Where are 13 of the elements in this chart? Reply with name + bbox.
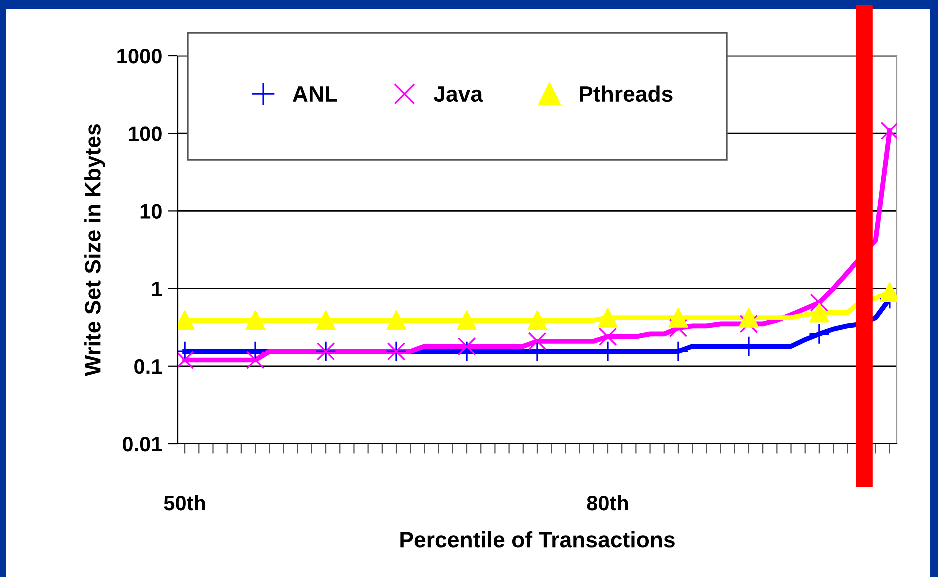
y-tick-label: 0.01 — [123, 437, 162, 452]
y-axis-title: Write Set Size in Kbytes — [84, 124, 106, 376]
x-tick-label: 50th — [164, 495, 206, 511]
y-tick-label: 100 — [129, 126, 162, 142]
x-tick-label: 80th — [587, 495, 628, 511]
y-tick-label: 10 — [140, 204, 162, 219]
legend-label: ANL — [292, 86, 338, 102]
y-tick-label: 1 — [152, 282, 162, 296]
y-tick-label: 0.1 — [134, 359, 162, 374]
x-axis-title: Percentile of Transactions — [400, 531, 675, 548]
legend-label: Pthreads — [580, 86, 673, 102]
legend-label: Java — [434, 86, 484, 102]
y-tick-label: 1000 — [118, 49, 162, 64]
